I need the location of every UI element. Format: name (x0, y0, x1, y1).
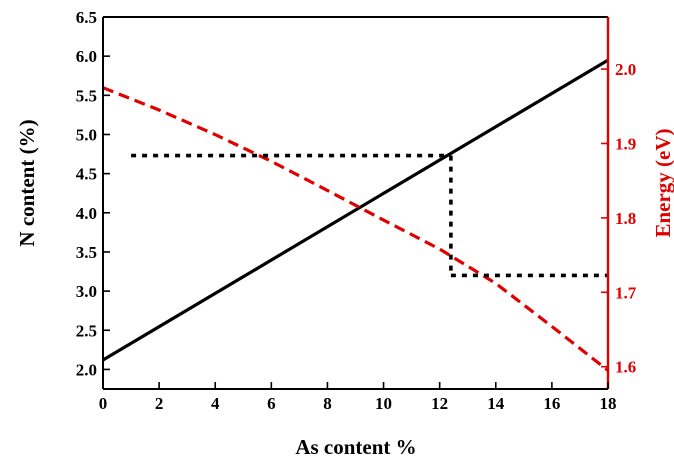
x-tick-label: 2 (155, 394, 164, 413)
x-tick-label: 10 (375, 394, 392, 413)
y-left-tick-label: 5.5 (76, 86, 97, 105)
y-left-tick-label: 4.0 (76, 204, 97, 223)
y-left-tick-label: 3.0 (76, 282, 97, 301)
y-axis-left-title: N content (%) (15, 119, 39, 246)
y-right-tick-label: 1.6 (615, 358, 636, 377)
x-tick-label: 16 (543, 394, 560, 413)
x-tick-label: 18 (600, 394, 617, 413)
series-line-0 (102, 58, 609, 362)
x-tick-label: 8 (323, 394, 332, 413)
y-left-tick-label: 6.5 (76, 8, 97, 27)
x-tick-label: 12 (431, 394, 448, 413)
x-tick-label: 4 (211, 394, 220, 413)
y-axis-right-title: Energy (eV) (651, 128, 674, 237)
y-left-tick-label: 5.0 (76, 125, 97, 144)
y-right-tick-label: 1.7 (615, 283, 637, 302)
y-left-tick-label: 3.5 (76, 243, 97, 262)
y-left-tick-label: 6.0 (76, 47, 97, 66)
y-left-tick-label: 2.5 (76, 321, 97, 340)
y-right-tick-label: 1.9 (615, 134, 636, 153)
x-axis-title: As content % (295, 435, 416, 459)
y-right-tick-label: 2.0 (615, 60, 636, 79)
x-tick-label: 14 (487, 394, 505, 413)
y-right-tick-label: 1.8 (615, 209, 636, 228)
x-tick-label: 6 (267, 394, 276, 413)
y-left-tick-label: 4.5 (76, 165, 97, 184)
x-tick-label: 0 (99, 394, 108, 413)
series-line-1 (102, 86, 609, 372)
y-left-tick-label: 2.0 (76, 360, 97, 379)
